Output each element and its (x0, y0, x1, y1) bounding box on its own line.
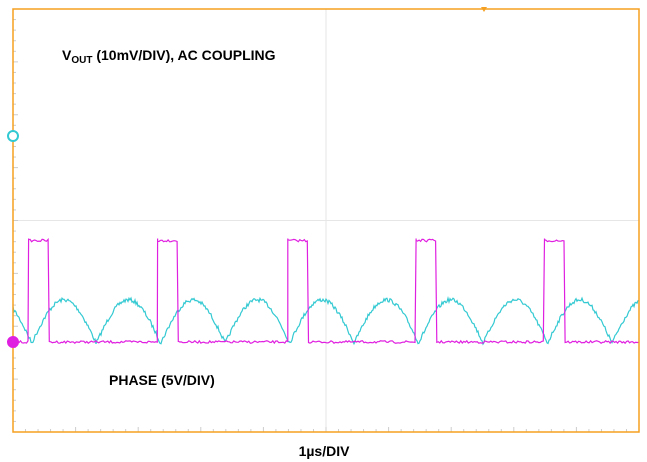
phase-ground-marker (7, 336, 19, 348)
ground-markers (7, 130, 19, 348)
plot-frame (12, 8, 640, 433)
vout-label-rest: (10mV/DIV), AC COUPLING (92, 47, 275, 63)
vout-trace (12, 296, 640, 346)
vout-label-main: V (62, 47, 72, 63)
vout-ground-marker (7, 130, 19, 142)
vout-label: VOUT (10mV/DIV), AC COUPLING (62, 47, 276, 66)
phase-trace (12, 237, 639, 345)
x-axis-label: 1µs/DIV (299, 443, 351, 459)
phase-label: PHASE (5V/DIV) (109, 372, 215, 388)
trigger-marker (481, 7, 487, 12)
vout-label-sub: OUT (71, 55, 92, 66)
